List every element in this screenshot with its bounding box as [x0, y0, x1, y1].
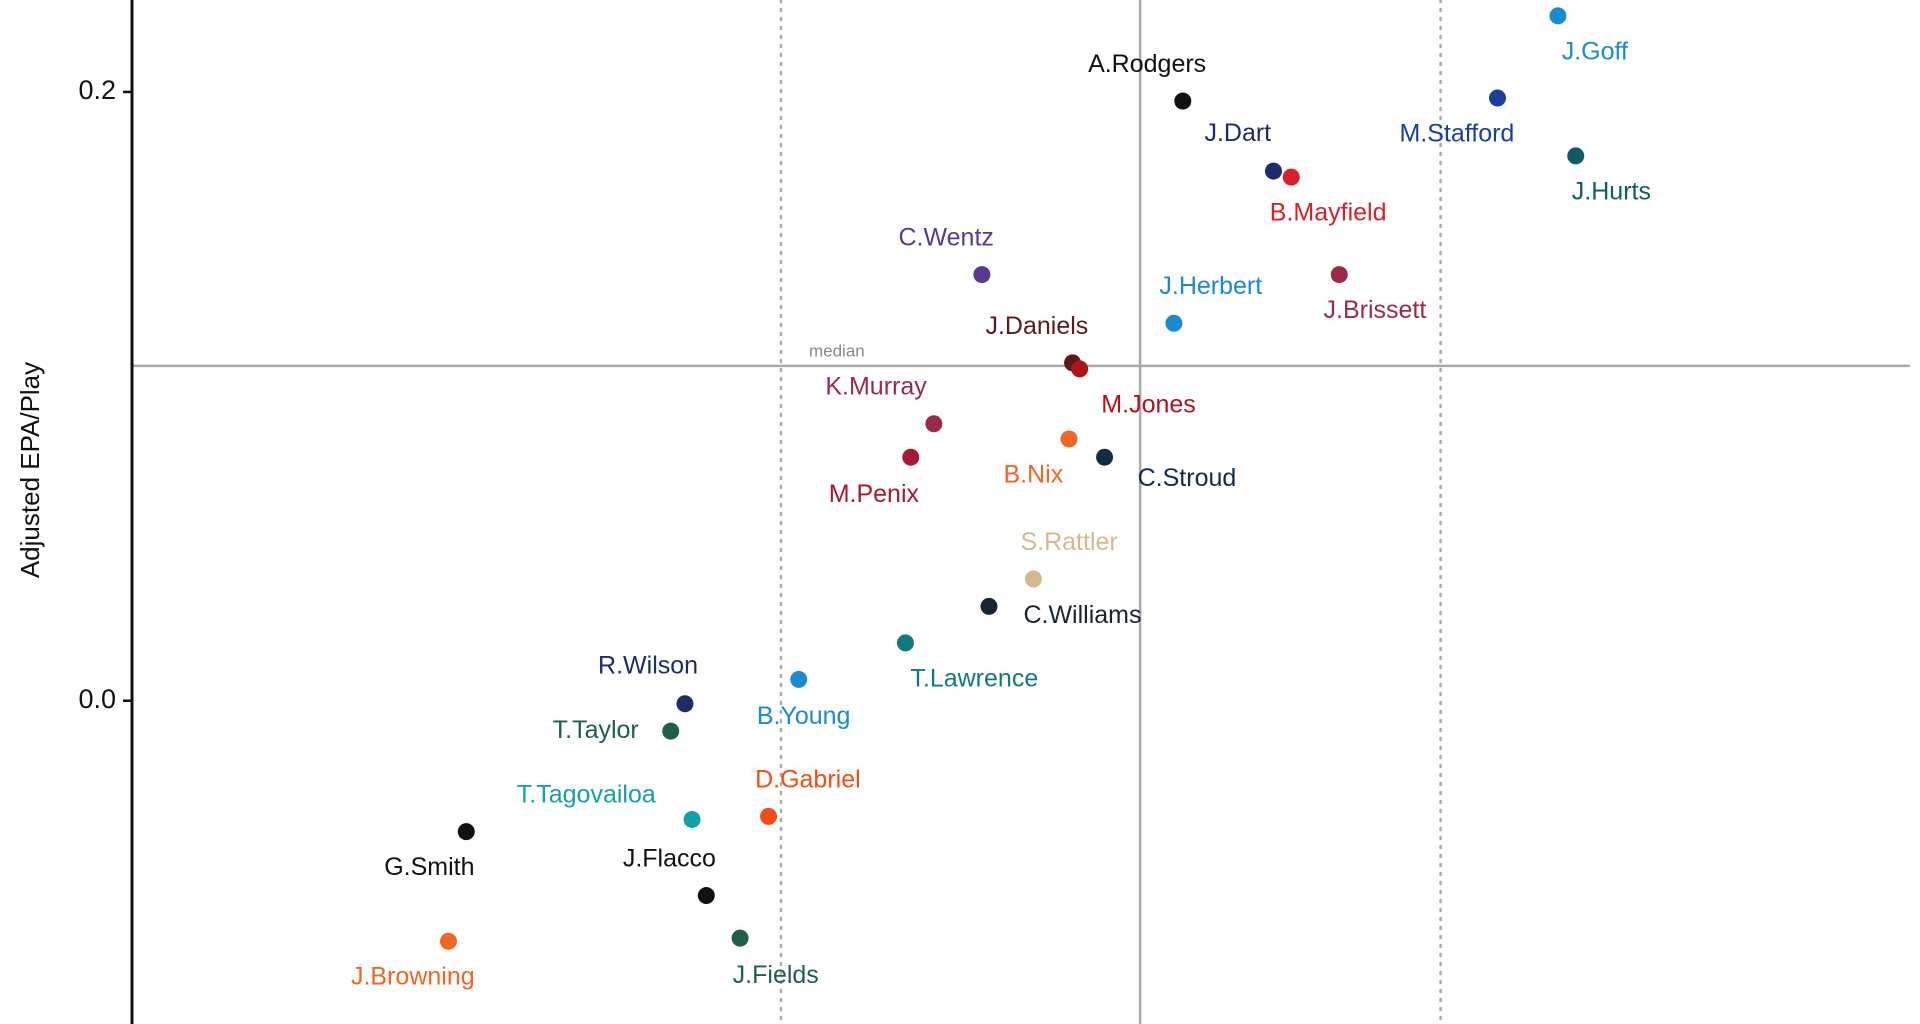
median-label: median — [809, 341, 865, 360]
point — [1096, 448, 1114, 466]
point — [731, 929, 749, 947]
point — [457, 823, 475, 841]
point-label: B.Mayfield — [1270, 199, 1387, 227]
point-label: M.Jones — [1101, 390, 1195, 418]
y-axis-title: Adjusted EPA/Play — [15, 362, 45, 578]
point-label: T.Lawrence — [910, 664, 1038, 692]
point-label: S.Rattler — [1020, 528, 1117, 556]
point-label: M.Penix — [829, 480, 920, 508]
point — [676, 695, 694, 713]
point — [1330, 266, 1348, 284]
point-label: K.Murray — [825, 373, 927, 401]
point — [1174, 92, 1192, 110]
point-label: J.Herbert — [1159, 272, 1262, 300]
point-label: J.Goff — [1562, 37, 1628, 65]
point-label: J.Browning — [351, 963, 475, 991]
point — [1489, 89, 1507, 107]
y-tick-label: 0.2 — [78, 75, 116, 105]
point-label: T.Taylor — [553, 716, 639, 744]
point-label: J.Flacco — [623, 844, 716, 872]
point-label: C.Wentz — [899, 224, 994, 252]
point-label: J.Brissett — [1324, 296, 1427, 324]
point — [1282, 168, 1300, 186]
point-label: M.Stafford — [1399, 120, 1514, 148]
point — [1165, 314, 1183, 332]
point-label: D.Gabriel — [755, 765, 861, 793]
point — [790, 670, 808, 688]
point-label: T.Tagovailoa — [517, 781, 656, 809]
point — [760, 807, 778, 825]
point — [1549, 7, 1567, 25]
point — [925, 415, 943, 433]
point — [662, 722, 680, 740]
point — [902, 448, 920, 466]
point — [1567, 147, 1585, 165]
point-label: A.Rodgers — [1088, 50, 1206, 78]
point — [697, 887, 715, 905]
point-label: C.Stroud — [1138, 464, 1237, 492]
point-label: J.Hurts — [1572, 177, 1651, 205]
point — [1024, 570, 1042, 588]
point-label: R.Wilson — [598, 651, 698, 679]
point — [973, 266, 991, 284]
y-tick-label: 0.0 — [78, 684, 116, 714]
point-label: G.Smith — [384, 853, 474, 881]
point — [980, 597, 998, 615]
point-label: C.Williams — [1023, 601, 1141, 629]
point-label: B.Young — [757, 702, 851, 730]
point-label: J.Daniels — [985, 312, 1088, 340]
point — [1060, 430, 1078, 448]
point-label: B.Nix — [1003, 460, 1063, 488]
point — [439, 932, 457, 950]
point — [683, 810, 701, 828]
point — [1264, 162, 1282, 180]
point-label: J.Fields — [733, 961, 819, 989]
point — [1071, 360, 1089, 378]
point — [896, 634, 914, 652]
point-label: J.Dart — [1204, 119, 1271, 147]
